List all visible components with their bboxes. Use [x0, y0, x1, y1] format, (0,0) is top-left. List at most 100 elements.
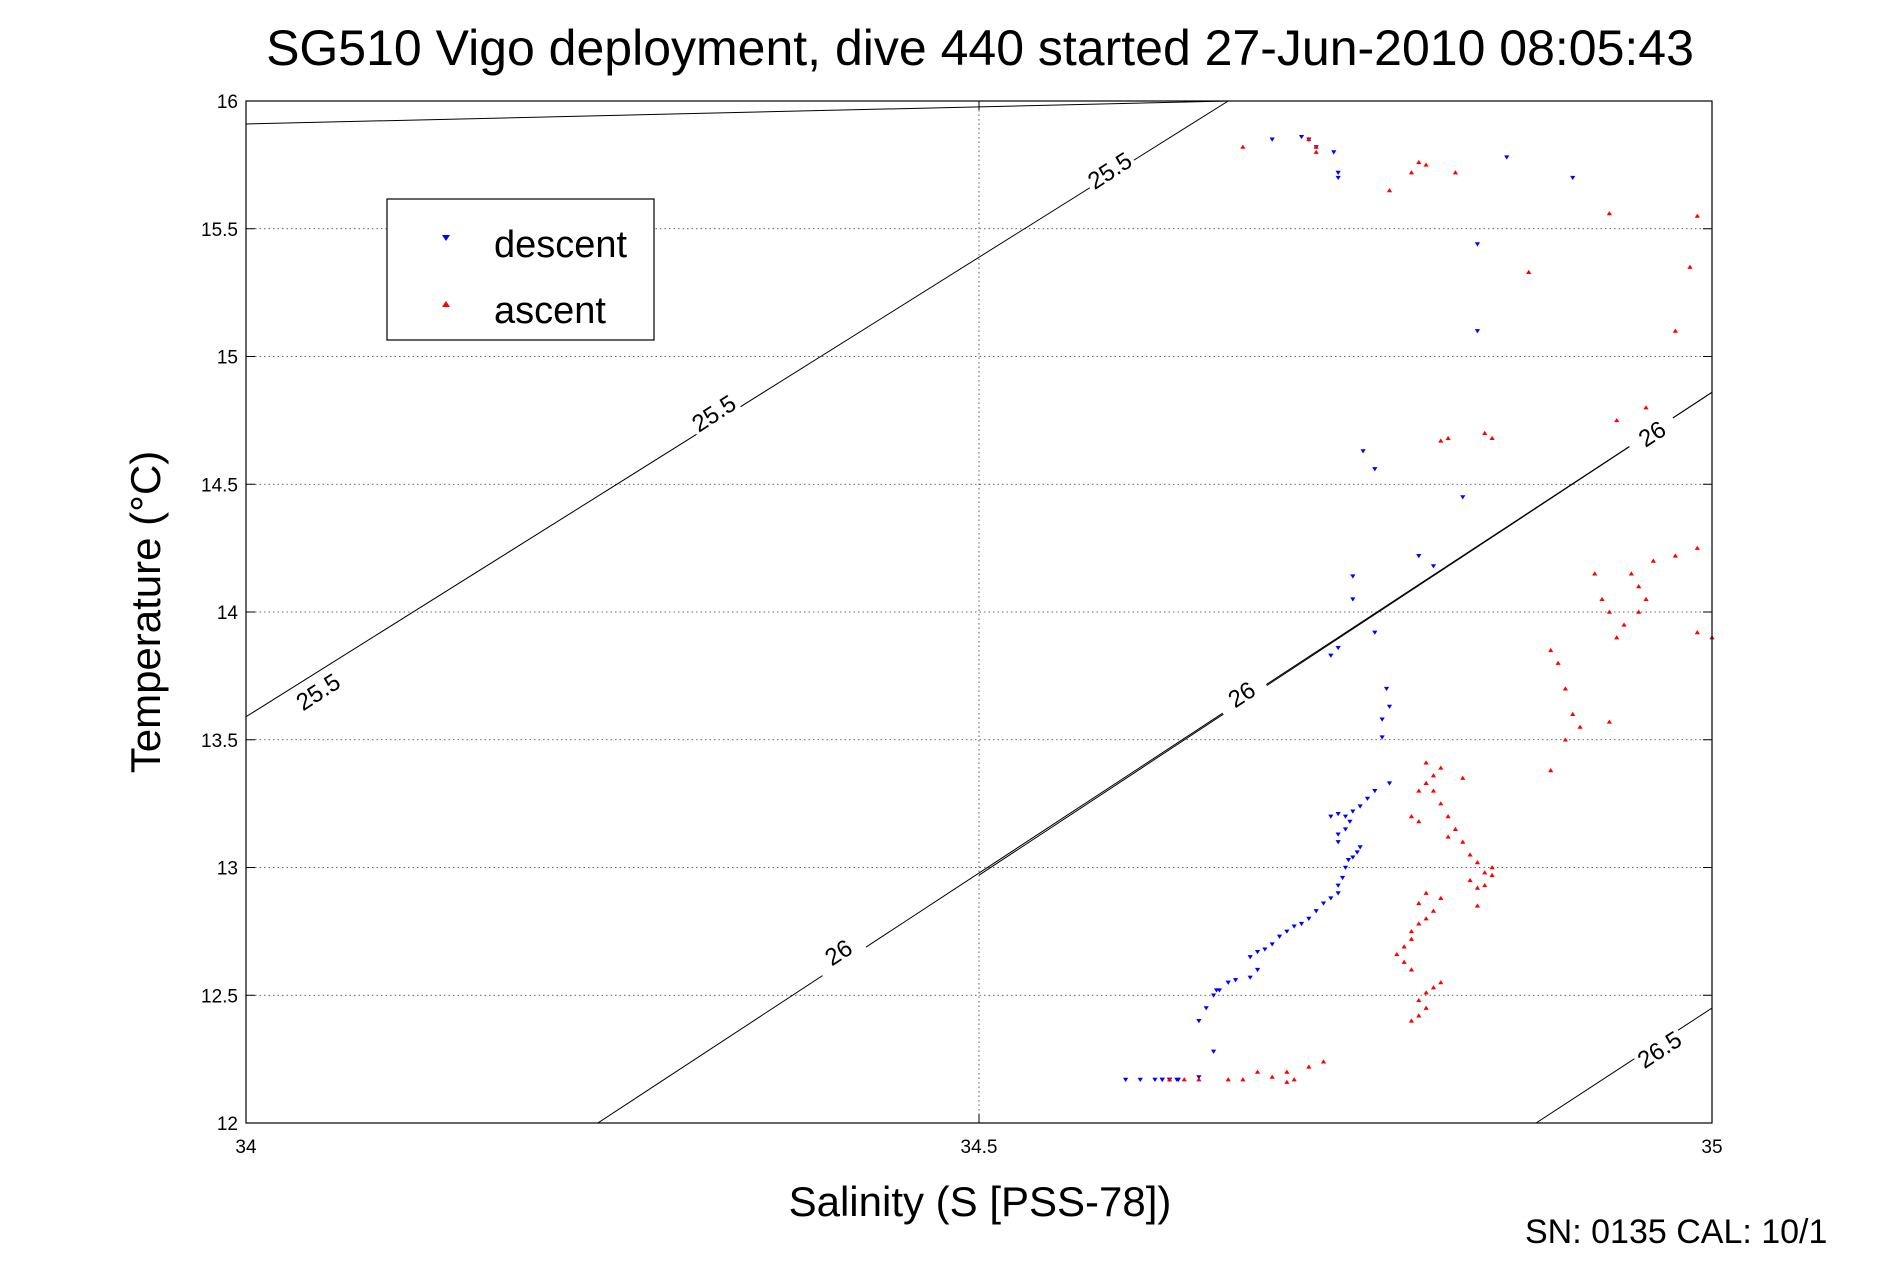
descent-point-0 — [1152, 1077, 1158, 1082]
descent-point-72 — [1331, 150, 1337, 155]
y-tick-label-7: 15.5 — [201, 220, 238, 241]
ascent-point-34 — [1489, 865, 1495, 870]
ascent-point-86 — [1445, 435, 1451, 441]
ascent-point-11 — [1320, 1059, 1327, 1064]
ascent-point-29 — [1423, 890, 1429, 895]
descent-point-43 — [1347, 819, 1353, 824]
x-axis-label: Salinity (S [PSS-78]) — [789, 1178, 1172, 1225]
contour-label-bg-3 — [1212, 668, 1271, 719]
legend-marker-descent — [442, 235, 450, 241]
legend-label-descent: descent — [494, 224, 628, 266]
ascent-point-16 — [1423, 990, 1429, 995]
y-tick-label-6: 15 — [217, 348, 238, 369]
ascent-point-46 — [1416, 788, 1422, 793]
descent-point-39 — [1357, 845, 1363, 850]
y-tick-label-5: 14.5 — [201, 475, 238, 496]
ascent-point-33 — [1482, 870, 1488, 875]
descent-series — [1123, 134, 1576, 1082]
contour-line-3 — [978, 391, 1712, 876]
x-tick-label-2: 35 — [1701, 1137, 1722, 1158]
ascent-series — [1166, 136, 1715, 1084]
contour-line-0 — [246, 101, 1229, 125]
descent-point-65 — [1460, 495, 1466, 500]
ascent-point-53 — [1474, 903, 1481, 908]
ascent-point-45 — [1423, 760, 1429, 765]
ascent-point-73 — [1599, 596, 1605, 602]
ascent-point-26 — [1423, 916, 1429, 921]
ascent-point-23 — [1408, 936, 1415, 941]
ascent-point-42 — [1423, 780, 1429, 785]
descent-point-69 — [1570, 175, 1576, 181]
ascent-point-79 — [1694, 213, 1700, 218]
ascent-point-31 — [1474, 885, 1481, 890]
contour-label-bg-6 — [288, 666, 347, 717]
ascent-point-15 — [1416, 997, 1422, 1003]
ascent-point-0 — [1196, 1077, 1202, 1082]
ascent-point-70 — [1694, 545, 1700, 550]
ascent-point-22 — [1401, 944, 1407, 949]
descent-point-68 — [1504, 155, 1510, 160]
x-tick-label-0: 34 — [235, 1137, 257, 1158]
legend-marker-ascent — [442, 301, 450, 307]
chart-title: SG510 Vigo deployment, dive 440 started … — [266, 20, 1694, 76]
contour-label-bg-0 — [1080, 144, 1139, 196]
ascent-point-88 — [1423, 162, 1429, 167]
ascent-point-40 — [1438, 801, 1444, 806]
descent-point-19 — [1254, 967, 1261, 973]
ascent-point-52 — [1482, 882, 1488, 888]
y-tick-label-2: 13 — [217, 859, 238, 880]
descent-point-12 — [1203, 1006, 1209, 1011]
ascent-point-4 — [1240, 1077, 1246, 1082]
descent-point-76 — [1269, 137, 1275, 142]
descent-point-47 — [1364, 796, 1371, 801]
ascent-point-14 — [1423, 1005, 1429, 1010]
descent-point-15 — [1216, 988, 1223, 993]
descent-point-49 — [1386, 781, 1393, 786]
ascent-point-59 — [1562, 686, 1568, 691]
descent-point-6 — [1159, 1077, 1165, 1082]
ascent-point-55 — [1562, 737, 1568, 742]
ascent-point-83 — [1482, 430, 1488, 435]
descent-point-45 — [1350, 809, 1356, 814]
descent-point-27 — [1298, 921, 1305, 927]
ascent-point-30 — [1438, 895, 1444, 900]
descent-point-58 — [1372, 630, 1378, 635]
ascent-point-78 — [1672, 328, 1678, 333]
descent-point-33 — [1335, 883, 1341, 888]
ascent-point-62 — [1614, 635, 1620, 640]
ascent-point-37 — [1460, 839, 1466, 844]
descent-point-24 — [1276, 934, 1283, 939]
contour-label-bg-4 — [1622, 408, 1681, 459]
descent-point-10 — [1210, 1049, 1217, 1054]
ascent-point-57 — [1606, 719, 1612, 724]
contour-line-5 — [1535, 1007, 1712, 1123]
legend-label-ascent: ascent — [494, 290, 606, 332]
ascent-point-66 — [1636, 584, 1642, 589]
descent-point-57 — [1335, 645, 1341, 651]
ascent-point-50 — [1460, 775, 1466, 780]
descent-point-8 — [1175, 1077, 1181, 1082]
descent-point-55 — [1383, 686, 1390, 692]
descent-point-59 — [1350, 597, 1356, 602]
descent-point-41 — [1335, 832, 1341, 837]
descent-point-22 — [1262, 947, 1268, 952]
ascent-point-25 — [1416, 921, 1422, 926]
axis-ticks: 34 34.5 35 12 12.5 13 13.5 14 14.5 15 15.5 16 — [201, 92, 1723, 1158]
descent-point-52 — [1379, 735, 1385, 740]
ascent-point-92 — [1313, 149, 1319, 154]
ascent-point-89 — [1408, 170, 1415, 175]
y-axis-label: Temperature (°C) — [122, 451, 169, 774]
ascent-point-38 — [1452, 826, 1459, 831]
descent-point-44 — [1342, 814, 1349, 819]
ascent-point-2 — [1181, 1077, 1187, 1082]
ascent-point-82 — [1526, 269, 1532, 274]
ascent-point-93 — [1306, 136, 1312, 142]
descent-point-13 — [1210, 993, 1217, 998]
ascent-point-65 — [1643, 596, 1649, 602]
descent-point-67 — [1474, 242, 1481, 247]
ascent-point-90 — [1386, 188, 1393, 193]
descent-point-28 — [1306, 916, 1312, 921]
descent-point-30 — [1320, 901, 1327, 906]
ascent-point-48 — [1416, 819, 1422, 824]
ascent-point-28 — [1416, 900, 1422, 906]
